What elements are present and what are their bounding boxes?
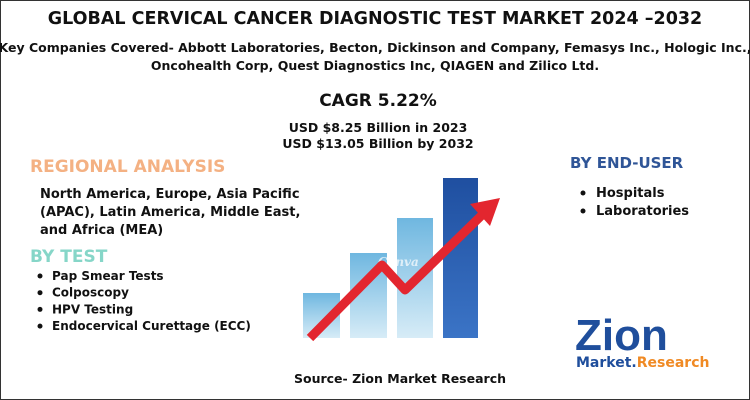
bullet [37,290,43,296]
market-value: USD $8.25 Billion in 2023 [289,120,468,135]
section-heading: BY END-USER [570,154,684,172]
section-heading: BY TEST [30,247,108,267]
cagr: CAGR 5.22% [319,91,437,111]
region-text: and Africa (MEA) [40,223,163,238]
bullet [580,190,586,196]
title: GLOBAL CERVICAL CANCER DIAGNOSTIC TEST M… [48,9,702,29]
companies: Key Companies Covered- Abbott Laboratori… [0,40,750,55]
decorative-bars [303,178,478,338]
logo-name: Zion [575,311,668,360]
end-user-item: Hospitals [596,186,665,201]
region-text: North America, Europe, Asia Pacific [40,187,300,202]
region-text: (APAC), Latin America, Middle East, [40,205,300,220]
market-value: USD $13.05 Billion by 2032 [282,136,473,151]
test-item: HPV Testing [52,302,133,316]
bullet [580,208,586,214]
bullet [37,273,43,279]
test-item: Pap Smear Tests [52,269,164,283]
test-item: Endocervical Curettage (ECC) [52,319,251,333]
companies: Oncohealth Corp, Quest Diagnostics Inc, … [151,58,599,73]
test-item: Colposcopy [52,286,129,300]
growth-arrow [306,198,500,342]
end-user-item: Laboratories [596,204,689,219]
logo-tagline: Market.Research [576,355,709,371]
bullet [37,306,43,312]
bullet [37,323,43,329]
logo-tagline-part: Market. [576,355,637,371]
logo-tagline-part: Research [637,355,710,371]
source: Source- Zion Market Research [294,371,506,386]
section-heading: REGIONAL ANALYSIS [30,157,225,177]
